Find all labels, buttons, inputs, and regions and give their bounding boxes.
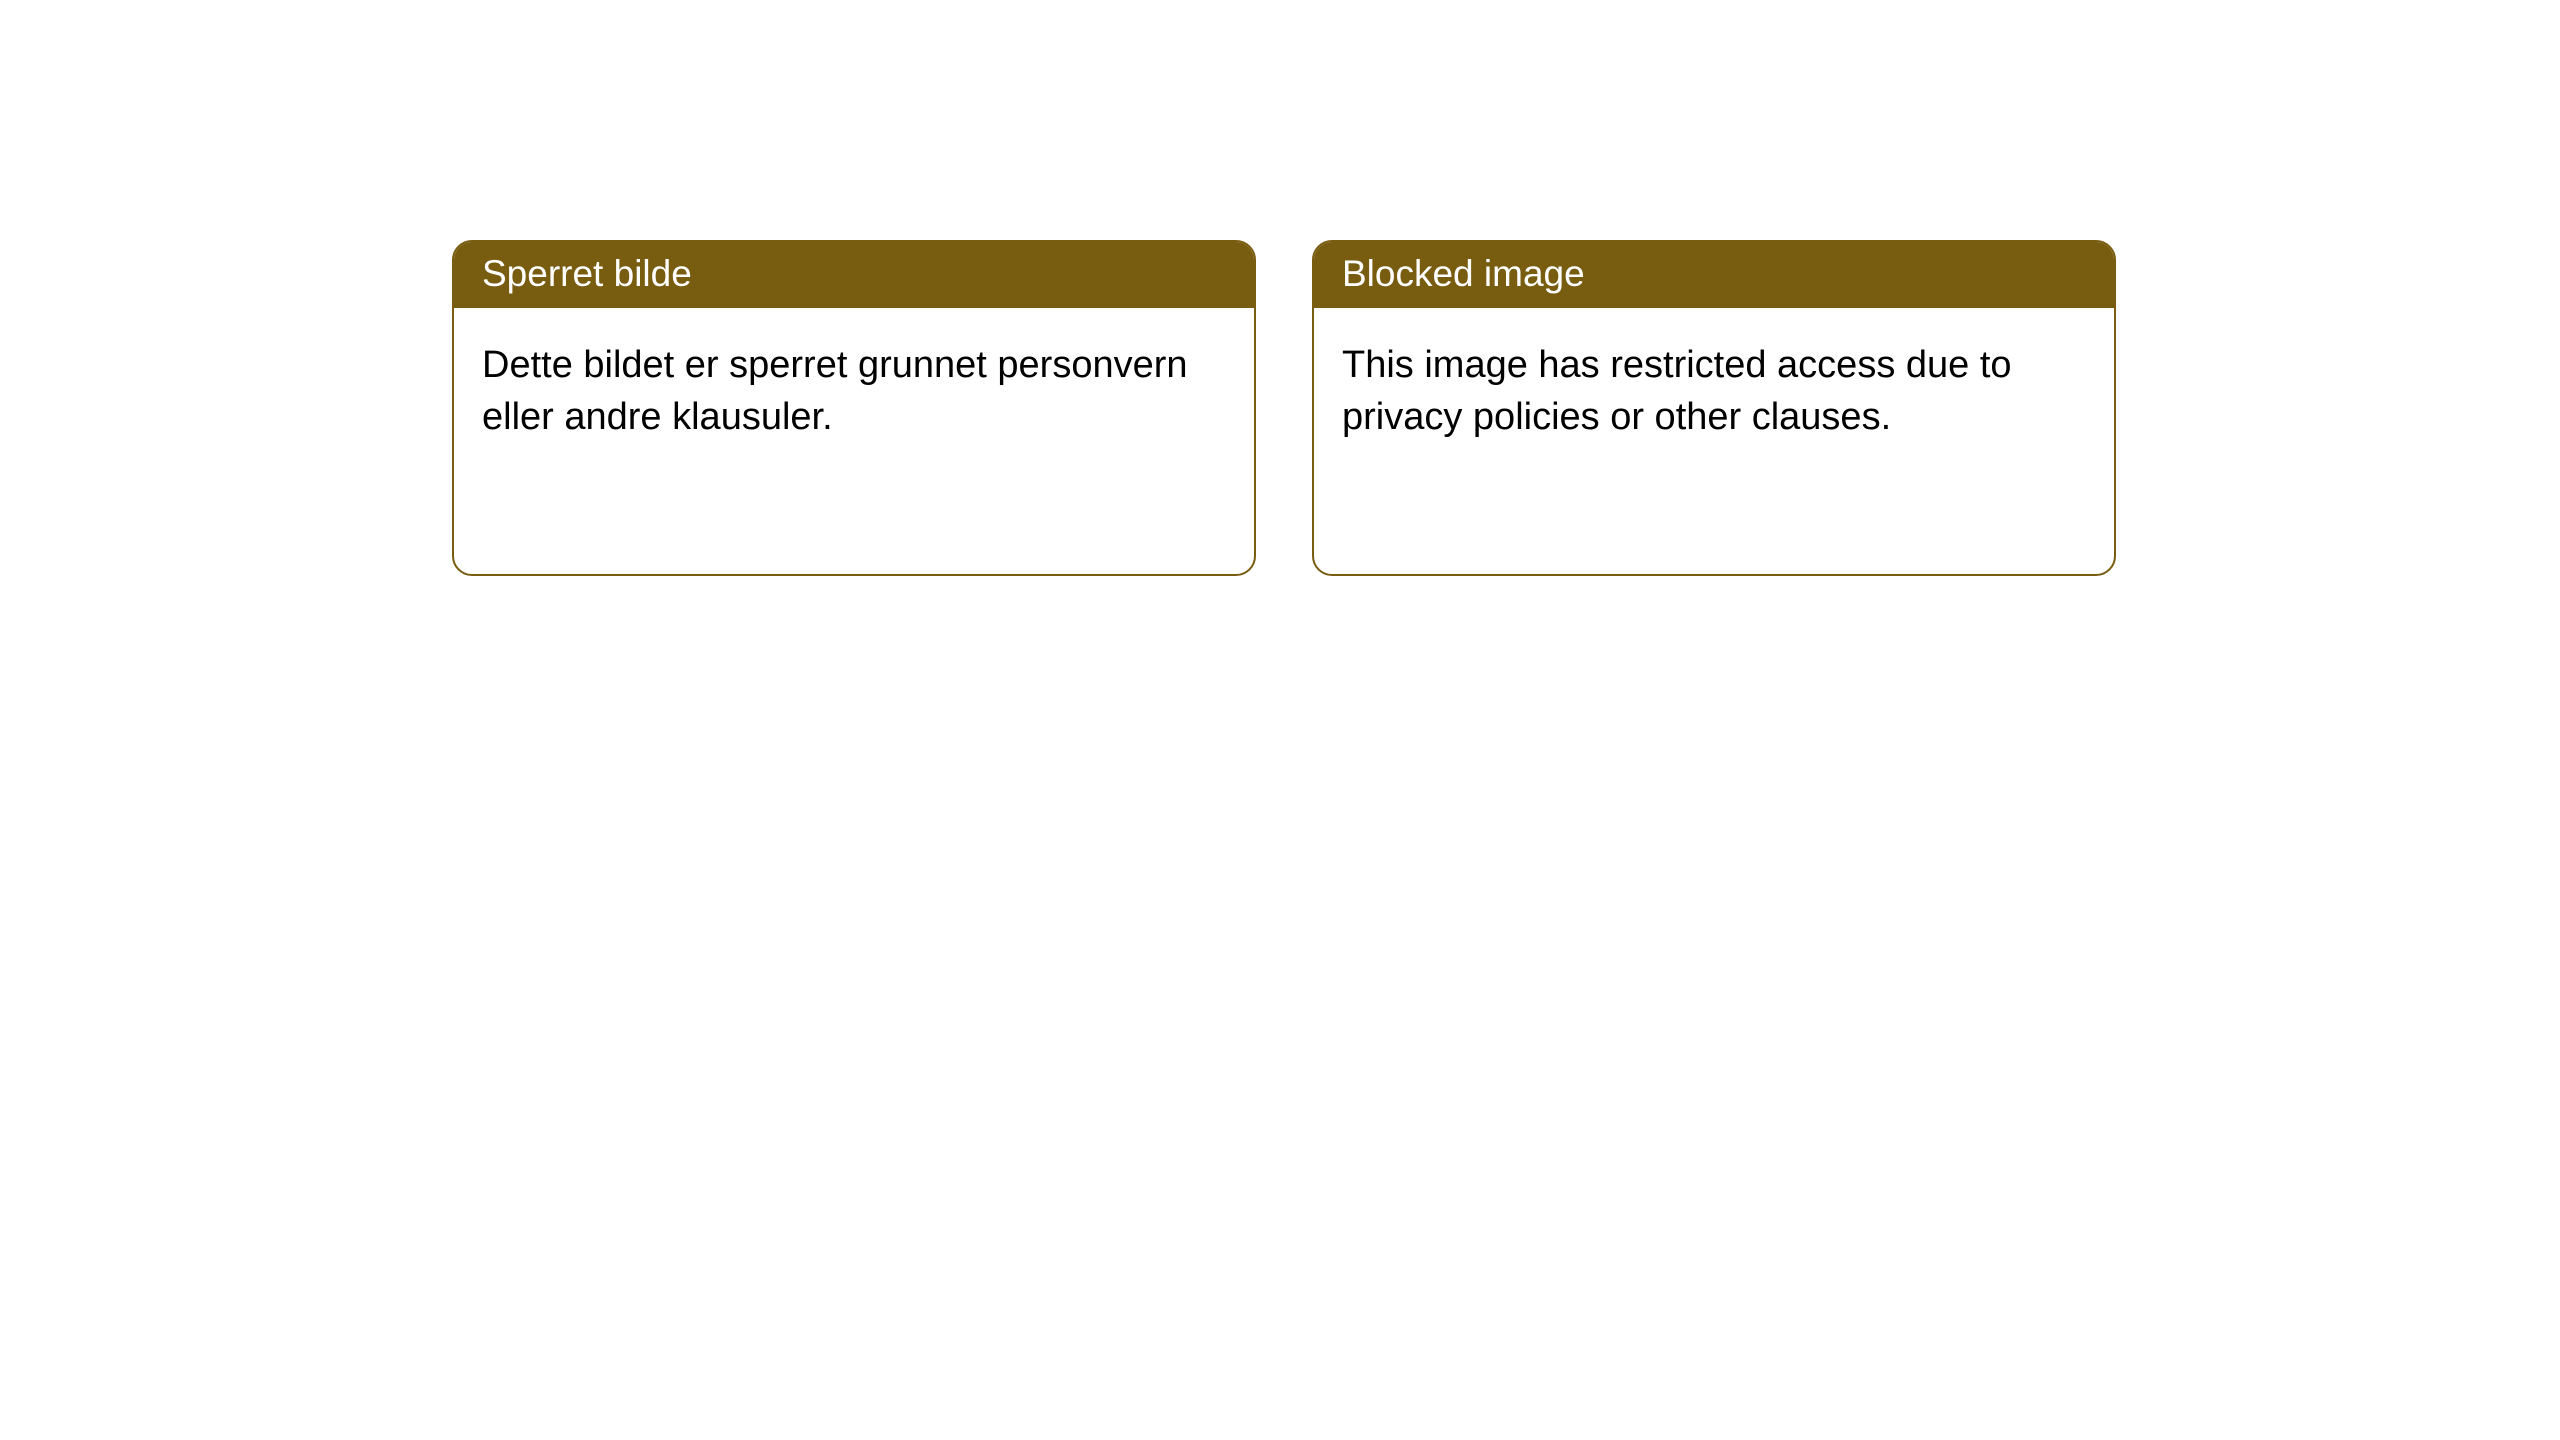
card-body-text: This image has restricted access due to …	[1342, 344, 2012, 437]
notice-container: Sperret bilde Dette bildet er sperret gr…	[0, 0, 2560, 576]
notice-card-norwegian: Sperret bilde Dette bildet er sperret gr…	[452, 240, 1256, 576]
card-header: Blocked image	[1314, 242, 2114, 308]
card-body: This image has restricted access due to …	[1314, 308, 2114, 475]
card-title: Blocked image	[1342, 253, 1585, 294]
notice-card-english: Blocked image This image has restricted …	[1312, 240, 2116, 576]
card-body-text: Dette bildet er sperret grunnet personve…	[482, 344, 1188, 437]
card-header: Sperret bilde	[454, 242, 1254, 308]
card-title: Sperret bilde	[482, 253, 692, 294]
card-body: Dette bildet er sperret grunnet personve…	[454, 308, 1254, 475]
